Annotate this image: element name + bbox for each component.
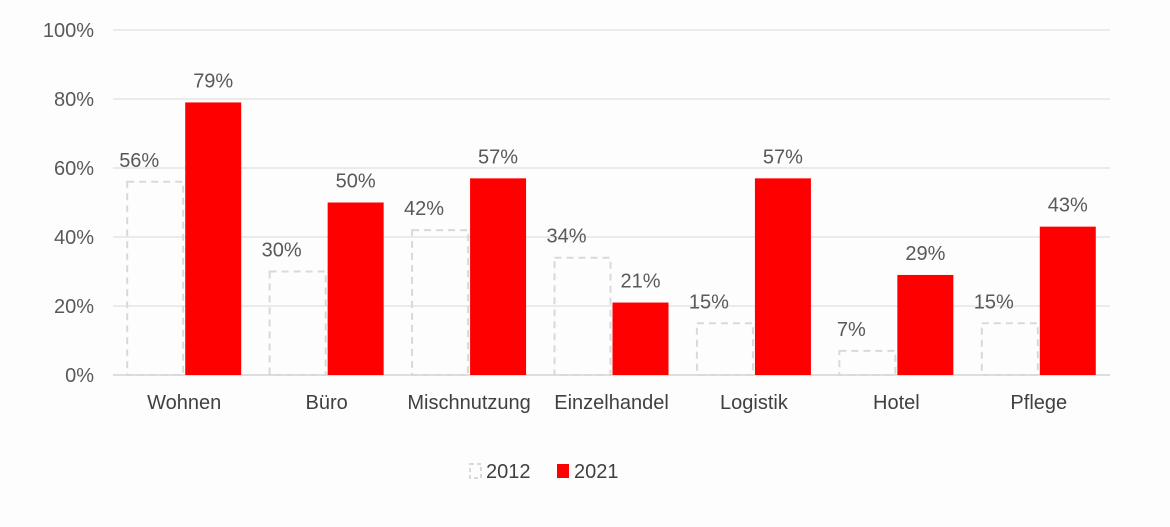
data-label-2021: 29% [905,243,945,265]
data-label-2012: 7% [837,319,866,341]
data-label-2012: 42% [404,198,444,220]
category-label: Wohnen [147,392,221,414]
category-label: Einzelhandel [554,392,669,414]
y-axis: 0% 20% 40% 60% 80% 100% [43,20,94,387]
data-label-2012: 34% [546,226,586,248]
x-axis: Wohnen Büro Mischnutzung Einzelhandel Logist… [147,392,1067,414]
bar-2012-einzelhandel [553,256,612,377]
bar-2021-einzelhandel [612,302,669,375]
category-label: Hotel [873,392,920,414]
data-label-2012: 15% [689,291,729,313]
category-label: Logistik [720,392,789,414]
y-tick-label: 40% [54,227,94,249]
legend-swatch-2021 [557,464,569,478]
category-label: Mischnutzung [407,392,530,414]
bar-2021-hotel [897,274,954,375]
bar-2012-mischnutzung [411,229,470,376]
data-label-2021: 43% [1048,195,1088,217]
y-tick-label: 0% [65,365,94,387]
bars [126,102,1096,377]
data-labels: 56% 79% 30% 50% 42% 57% 34% 21% 15% 57% 7% 29% 15% 43… [119,70,1088,340]
y-tick-label: 100% [43,20,94,42]
bar-2021-mischnutzung [470,178,527,375]
bar-2012-pflege [980,322,1039,376]
bar-2021-büro [327,202,384,375]
legend: 2012 2021 [469,461,619,483]
data-label-2012: 56% [119,150,159,172]
category-label: Büro [306,392,348,414]
bar-2021-pflege [1039,226,1096,375]
data-label-2021: 57% [478,146,518,168]
y-tick-label: 80% [54,89,94,111]
legend-label-2012: 2012 [486,461,531,483]
bar-2021-logistik [754,178,811,375]
category-label: Pflege [1010,392,1067,414]
y-tick-label: 60% [54,158,94,180]
data-label-2021: 79% [193,70,233,92]
bar-2021-wohnen [185,102,242,375]
bar-2012-logistik [695,322,754,376]
data-label-2021: 21% [620,271,660,293]
bar-2012-wohnen [126,180,185,376]
data-label-2021: 50% [336,171,376,193]
bar-2012-hotel [838,349,897,377]
legend-swatch-2012 [469,463,482,479]
data-label-2012: 30% [262,240,302,262]
data-label-2012: 15% [974,291,1014,313]
data-label-2021: 57% [763,146,803,168]
legend-label-2021: 2021 [574,461,619,483]
y-tick-label: 20% [54,296,94,318]
bar-2012-büro [268,270,327,376]
